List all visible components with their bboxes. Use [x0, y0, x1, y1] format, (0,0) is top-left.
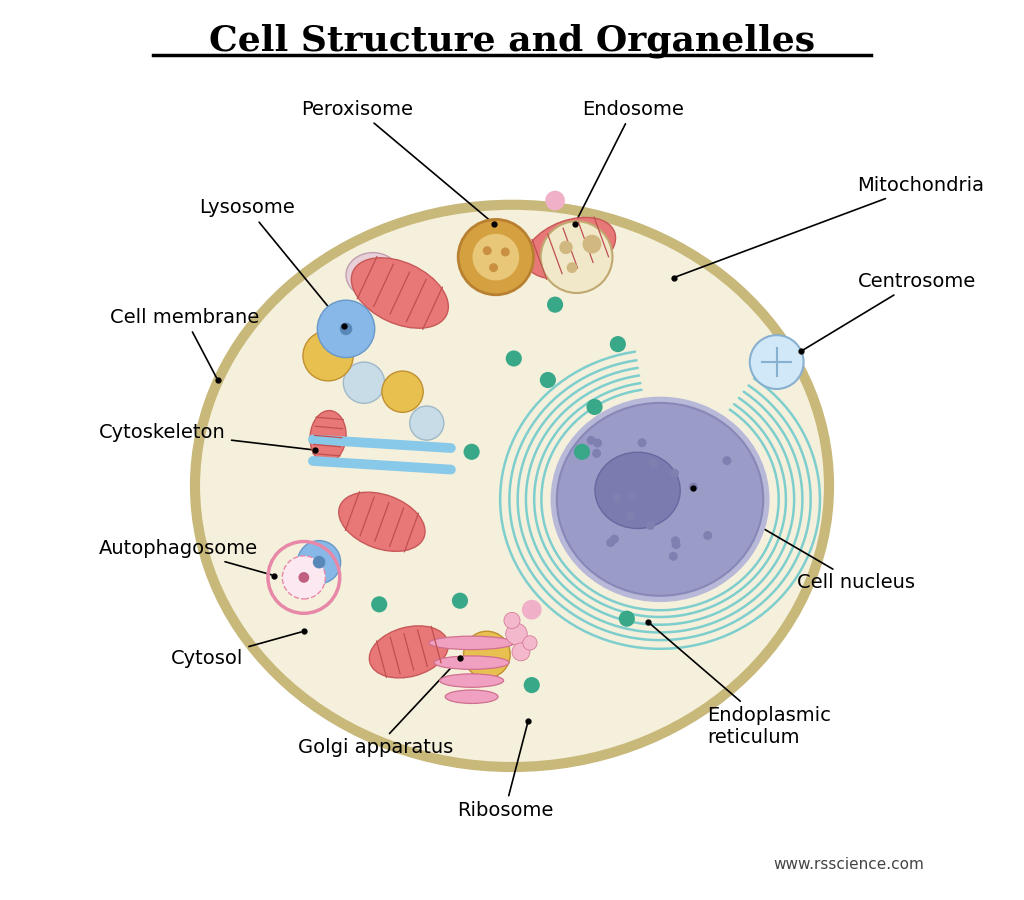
Circle shape	[317, 301, 375, 357]
Circle shape	[669, 552, 678, 561]
Ellipse shape	[351, 257, 449, 328]
Circle shape	[541, 221, 612, 293]
FancyArrowPatch shape	[313, 439, 451, 448]
Circle shape	[472, 234, 519, 281]
Text: Lysosome: Lysosome	[200, 198, 342, 324]
Ellipse shape	[595, 452, 680, 528]
Circle shape	[689, 482, 697, 491]
Circle shape	[303, 330, 353, 381]
Circle shape	[540, 372, 556, 388]
Circle shape	[452, 593, 468, 608]
Ellipse shape	[339, 492, 425, 552]
Text: www.rsscience.com: www.rsscience.com	[774, 857, 925, 872]
Text: Golgi apparatus: Golgi apparatus	[298, 661, 458, 758]
Circle shape	[298, 541, 341, 584]
Circle shape	[610, 535, 618, 544]
Ellipse shape	[439, 674, 504, 688]
Circle shape	[506, 350, 522, 366]
Ellipse shape	[189, 200, 835, 772]
Circle shape	[750, 335, 804, 389]
Text: Cytosol: Cytosol	[171, 632, 301, 668]
Circle shape	[606, 538, 615, 547]
Text: Cytoskeleton: Cytoskeleton	[99, 423, 312, 450]
Circle shape	[464, 444, 479, 460]
Circle shape	[523, 677, 540, 693]
Circle shape	[458, 220, 534, 295]
Circle shape	[298, 572, 309, 583]
Circle shape	[592, 449, 601, 458]
Ellipse shape	[370, 626, 449, 678]
Ellipse shape	[557, 403, 763, 596]
Circle shape	[722, 456, 731, 465]
Text: Cell membrane: Cell membrane	[110, 308, 259, 378]
Ellipse shape	[429, 636, 514, 650]
Circle shape	[566, 262, 578, 273]
Circle shape	[545, 191, 565, 211]
Text: Endosome: Endosome	[577, 100, 684, 221]
Text: Centrosome: Centrosome	[803, 272, 976, 350]
Circle shape	[573, 444, 590, 460]
Circle shape	[464, 631, 510, 678]
Circle shape	[610, 336, 626, 352]
Circle shape	[703, 531, 713, 540]
Circle shape	[583, 235, 601, 254]
Text: Cell nucleus: Cell nucleus	[695, 489, 915, 592]
Circle shape	[587, 399, 602, 415]
Circle shape	[670, 469, 679, 478]
Circle shape	[618, 610, 635, 626]
Text: Autophagosome: Autophagosome	[99, 539, 271, 575]
Circle shape	[489, 263, 498, 272]
Circle shape	[626, 511, 635, 520]
Circle shape	[593, 438, 602, 447]
Ellipse shape	[346, 253, 399, 298]
Text: Ribosome: Ribosome	[457, 724, 553, 820]
Circle shape	[482, 247, 492, 255]
Circle shape	[649, 459, 658, 468]
Text: Peroxisome: Peroxisome	[301, 100, 492, 222]
Circle shape	[547, 297, 563, 312]
Ellipse shape	[551, 397, 769, 602]
Text: Mitochondria: Mitochondria	[676, 176, 984, 277]
Circle shape	[371, 596, 387, 612]
Circle shape	[410, 406, 443, 440]
Circle shape	[559, 240, 572, 254]
Circle shape	[312, 556, 326, 569]
Circle shape	[382, 371, 423, 412]
Ellipse shape	[198, 208, 826, 764]
Text: Cell Structure and Organelles: Cell Structure and Organelles	[209, 23, 815, 59]
FancyArrowPatch shape	[313, 461, 451, 470]
Circle shape	[512, 643, 530, 661]
Circle shape	[646, 521, 654, 530]
Ellipse shape	[525, 218, 615, 279]
Circle shape	[671, 536, 680, 545]
Circle shape	[340, 322, 352, 335]
Circle shape	[283, 556, 326, 599]
Circle shape	[522, 599, 542, 619]
Circle shape	[638, 438, 646, 447]
Circle shape	[587, 436, 596, 445]
Ellipse shape	[445, 690, 498, 704]
Circle shape	[523, 635, 538, 650]
Text: Endoplasmic
reticulum: Endoplasmic reticulum	[650, 624, 831, 747]
Ellipse shape	[310, 410, 346, 463]
Circle shape	[506, 623, 527, 644]
Circle shape	[343, 362, 385, 403]
Circle shape	[628, 491, 637, 500]
Circle shape	[612, 493, 622, 502]
Circle shape	[504, 612, 520, 628]
Circle shape	[501, 248, 510, 256]
Ellipse shape	[434, 656, 509, 670]
Circle shape	[672, 540, 681, 549]
